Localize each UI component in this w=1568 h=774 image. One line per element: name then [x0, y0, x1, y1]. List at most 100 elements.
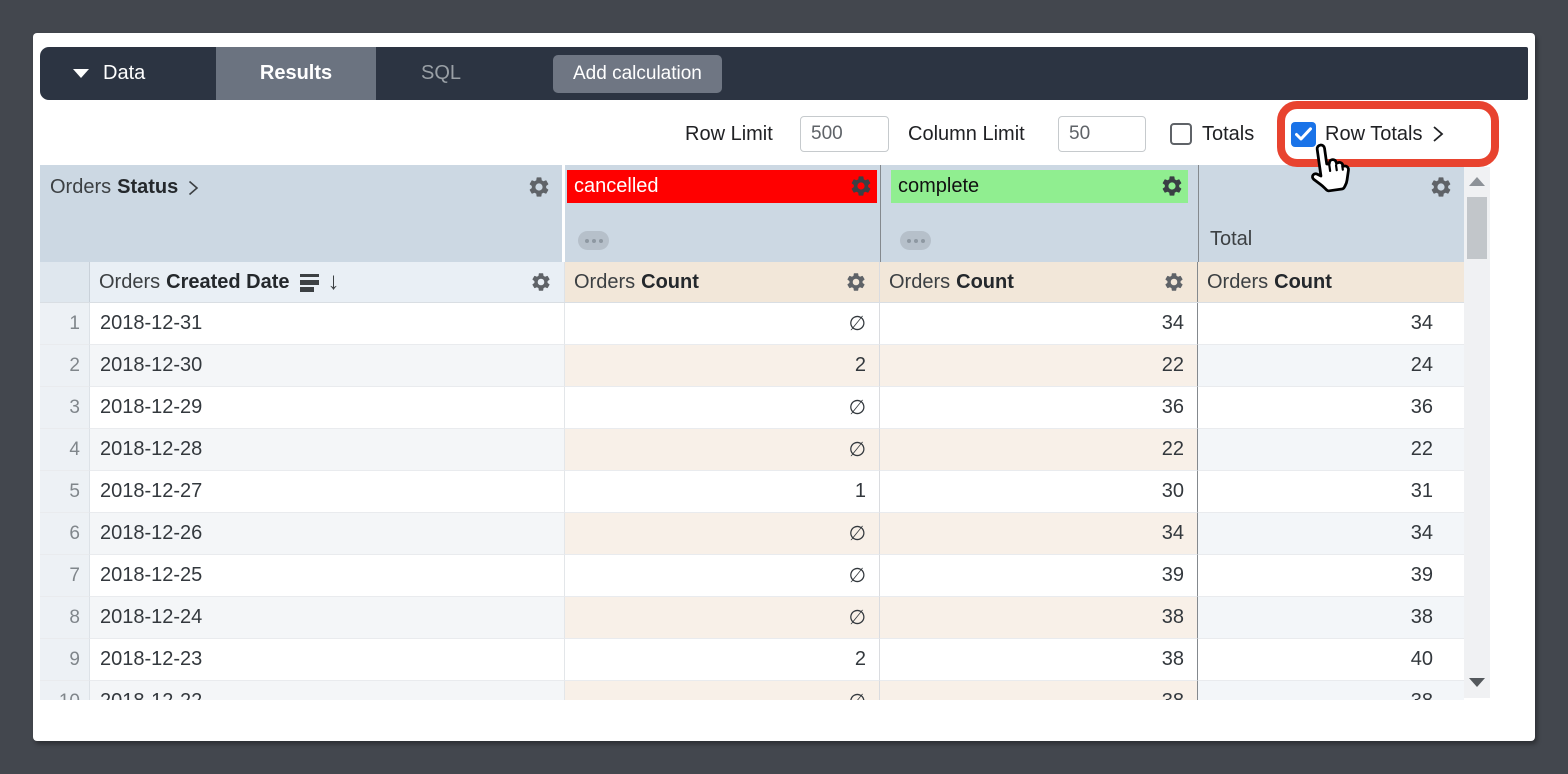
orders-status-field: Status [117, 176, 179, 198]
cancelled-count-cell[interactable]: 2 [565, 639, 880, 681]
row-number: 5 [40, 471, 90, 513]
complete-count-cell[interactable]: 38 [880, 681, 1198, 700]
chevron-right-icon[interactable] [1430, 124, 1445, 144]
date-cell[interactable]: 2018-12-23 [90, 639, 565, 681]
complete-count-cell[interactable]: 22 [880, 345, 1198, 387]
date-cell[interactable]: 2018-12-31 [90, 303, 565, 345]
row-limit-input[interactable] [800, 116, 889, 152]
cancelled-count-cell[interactable]: ∅ [565, 597, 880, 639]
gear-icon[interactable] [1163, 271, 1185, 293]
date-cell[interactable]: 2018-12-22 [90, 681, 565, 700]
pivot-value-cancelled[interactable]: cancelled [567, 170, 877, 203]
complete-count-cell[interactable]: 34 [880, 513, 1198, 555]
date-cell[interactable]: 2018-12-25 [90, 555, 565, 597]
cancelled-count-cell[interactable]: 2 [565, 345, 880, 387]
pivot-header-row: Orders Status cancelled complete [40, 165, 1464, 262]
total-count-cell[interactable]: 36 [1198, 387, 1464, 429]
gear-icon[interactable] [845, 271, 867, 293]
orders-status-prefix: Orders [50, 176, 112, 198]
cancelled-count-cell[interactable]: ∅ [565, 513, 880, 555]
cancelled-count-cell[interactable]: ∅ [565, 387, 880, 429]
table-row: 6 2018-12-26 ∅ 34 34 [40, 513, 1464, 555]
date-cell[interactable]: 2018-12-27 [90, 471, 565, 513]
gear-icon[interactable] [1160, 174, 1184, 198]
pivot-value-label: complete [898, 175, 980, 197]
tab-results[interactable]: Results [216, 47, 376, 100]
gear-icon[interactable] [530, 271, 552, 293]
orders-count-header-cancelled[interactable]: Orders Count [565, 262, 880, 302]
row-totals-control: Row Totals [1291, 119, 1445, 149]
row-number-header [40, 262, 90, 302]
row-totals-label: Row Totals [1325, 122, 1423, 145]
row-number: 6 [40, 513, 90, 555]
orders-count-field: Count [641, 270, 699, 293]
column-limit-input[interactable] [1058, 116, 1146, 152]
table-row: 4 2018-12-28 ∅ 22 22 [40, 429, 1464, 471]
scroll-down-icon[interactable] [1469, 678, 1485, 687]
row-totals-checkbox[interactable] [1291, 121, 1316, 147]
totals-checkbox[interactable] [1170, 123, 1192, 145]
complete-count-cell[interactable]: 36 [880, 387, 1198, 429]
gear-icon[interactable] [1429, 175, 1453, 199]
total-count-cell[interactable]: 40 [1198, 639, 1464, 681]
row-number: 4 [40, 429, 90, 471]
total-count-cell[interactable]: 24 [1198, 345, 1464, 387]
orders-count-field: Count [956, 270, 1014, 293]
total-count-cell[interactable]: 38 [1198, 681, 1464, 700]
pivot-value-label: cancelled [574, 175, 659, 197]
total-count-cell[interactable]: 34 [1198, 513, 1464, 555]
total-count-cell[interactable]: 34 [1198, 303, 1464, 345]
results-tab-bar: Data Results SQL Add calculation [40, 47, 1528, 100]
orders-count-field: Count [1274, 270, 1332, 293]
total-count-cell[interactable]: 31 [1198, 471, 1464, 513]
pivot-value-complete[interactable]: complete [891, 170, 1188, 203]
chevron-right-icon [186, 179, 200, 197]
gear-icon[interactable] [527, 175, 551, 199]
complete-count-cell[interactable]: 34 [880, 303, 1198, 345]
total-count-cell[interactable]: 39 [1198, 555, 1464, 597]
row-number: 9 [40, 639, 90, 681]
scrollbar-thumb[interactable] [1467, 197, 1487, 259]
complete-count-cell[interactable]: 22 [880, 429, 1198, 471]
orders-count-prefix: Orders [574, 270, 636, 293]
scroll-up-icon[interactable] [1469, 177, 1485, 186]
cancelled-count-cell[interactable]: ∅ [565, 681, 880, 700]
table-row: 3 2018-12-29 ∅ 36 36 [40, 387, 1464, 429]
cancelled-count-cell[interactable]: ∅ [565, 555, 880, 597]
date-cell[interactable]: 2018-12-24 [90, 597, 565, 639]
complete-count-cell[interactable]: 38 [880, 597, 1198, 639]
table-row: 9 2018-12-23 2 38 40 [40, 639, 1464, 681]
orders-count-header-total[interactable]: Orders Count [1198, 262, 1464, 302]
total-count-cell[interactable]: 38 [1198, 597, 1464, 639]
ellipsis-menu-icon[interactable] [900, 231, 931, 250]
sort-descending-icon[interactable]: ↓ [327, 268, 340, 295]
hand-cursor-icon [1301, 136, 1357, 203]
column-limit-label: Column Limit [908, 123, 1025, 145]
explore-results-panel: Data Results SQL Add calculation Row Lim… [33, 33, 1535, 741]
row-number: 3 [40, 387, 90, 429]
total-count-cell[interactable]: 22 [1198, 429, 1464, 471]
cancelled-count-cell[interactable]: 1 [565, 471, 880, 513]
data-section-toggle[interactable]: Data [40, 47, 216, 100]
complete-count-cell[interactable]: 30 [880, 471, 1198, 513]
created-date-header[interactable]: Orders Created Date ↓ [90, 262, 565, 302]
orders-count-prefix: Orders [1207, 270, 1269, 293]
vertical-scrollbar[interactable] [1464, 167, 1490, 698]
complete-count-cell[interactable]: 39 [880, 555, 1198, 597]
complete-count-cell[interactable]: 38 [880, 639, 1198, 681]
tab-sql[interactable]: SQL [420, 62, 462, 84]
date-cell[interactable]: 2018-12-26 [90, 513, 565, 555]
ellipsis-menu-icon[interactable] [578, 231, 609, 250]
date-cell[interactable]: 2018-12-30 [90, 345, 565, 387]
cancelled-count-cell[interactable]: ∅ [565, 303, 880, 345]
date-cell[interactable]: 2018-12-29 [90, 387, 565, 429]
gear-icon[interactable] [849, 174, 873, 198]
orders-count-header-complete[interactable]: Orders Count [880, 262, 1198, 302]
date-cell[interactable]: 2018-12-28 [90, 429, 565, 471]
row-limit-label: Row Limit [685, 123, 773, 145]
add-calculation-button[interactable]: Add calculation [553, 55, 722, 93]
cancelled-count-cell[interactable]: ∅ [565, 429, 880, 471]
totals-label: Totals [1202, 123, 1255, 145]
row-number: 2 [40, 345, 90, 387]
orders-status-header[interactable]: Orders Status [40, 165, 565, 262]
